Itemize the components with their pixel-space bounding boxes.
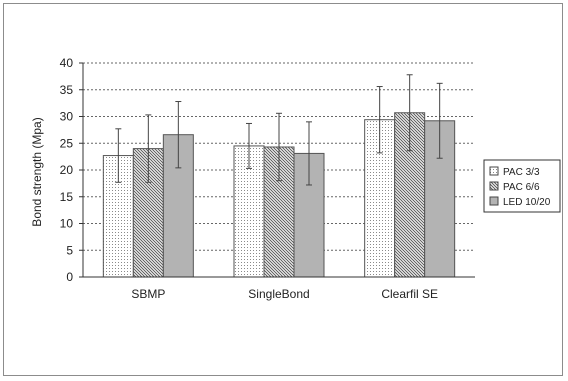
- y-tick-label: 40: [60, 56, 74, 70]
- y-tick-label: 35: [60, 83, 74, 97]
- y-tick-label: 0: [66, 270, 73, 284]
- legend-swatch: [489, 196, 499, 206]
- legend-label: PAC 3/3: [503, 167, 540, 178]
- y-tick-label: 15: [60, 190, 74, 204]
- legend: PAC 3/3 PAC 6/6 LED 10/20: [483, 159, 561, 213]
- legend-swatch: [489, 181, 499, 191]
- y-tick-labels: 0 5 10 15 20 25 30 35 40: [60, 56, 74, 284]
- y-axis-label: Bond strength (Mpa): [30, 117, 44, 226]
- y-tick-label: 25: [60, 136, 74, 150]
- legend-label: PAC 6/6: [503, 182, 540, 193]
- y-tick-label: 5: [66, 243, 73, 257]
- legend-swatch: [489, 166, 499, 176]
- axes: [79, 62, 475, 278]
- category-label: SingleBond: [248, 287, 309, 301]
- category-label: SBMP: [131, 287, 165, 301]
- error-bars: [115, 74, 443, 186]
- bars: [102, 112, 456, 278]
- y-tick-label: 20: [60, 163, 74, 177]
- x-tick-labels: SBMP SingleBond Clearfil SE: [131, 287, 438, 301]
- y-tick-label: 10: [60, 217, 74, 231]
- category-label: Clearfil SE: [381, 287, 438, 301]
- legend-label: LED 10/20: [503, 197, 551, 208]
- y-tick-label: 30: [60, 110, 74, 124]
